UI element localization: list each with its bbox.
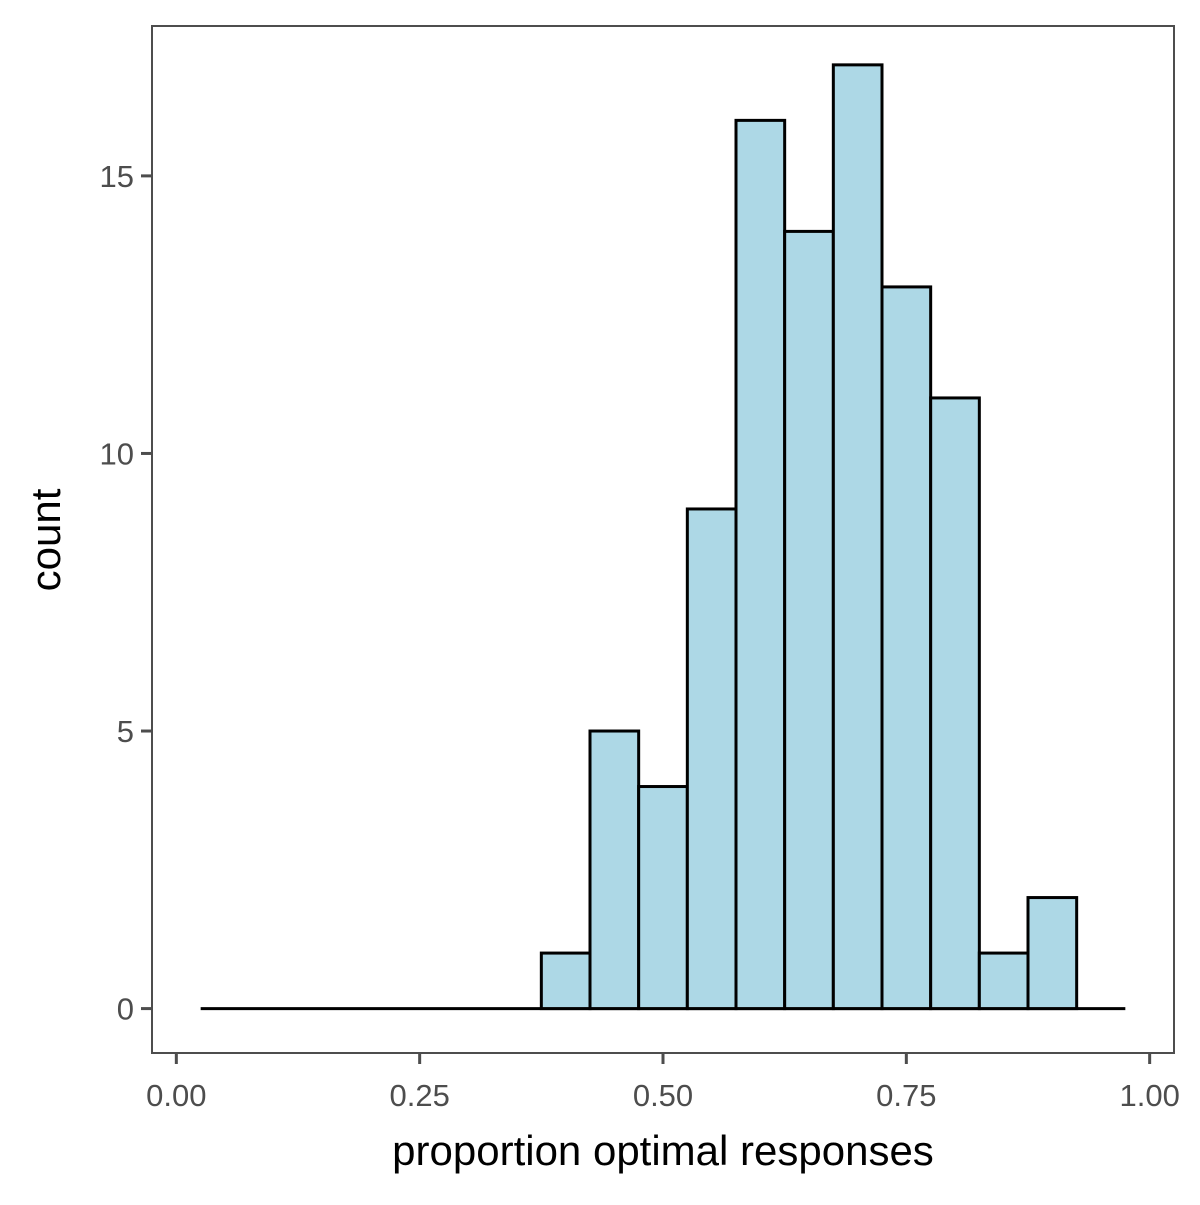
- histogram-bar: [539, 951, 592, 1011]
- histogram-bar: [977, 951, 1030, 1011]
- y-tick-label: 5: [117, 714, 134, 749]
- x-axis: 0.00 0.25 0.50 0.75 1.00: [146, 1053, 1180, 1113]
- histogram-bar: [637, 785, 689, 1011]
- histogram-bar: [831, 63, 884, 1011]
- x-tick-label: 1.00: [1119, 1078, 1179, 1113]
- x-tick-label: 0.75: [876, 1078, 936, 1113]
- x-tick-label: 0.25: [389, 1078, 449, 1113]
- histogram-bar: [1026, 896, 1079, 1011]
- y-tick-label: 10: [100, 436, 134, 471]
- histogram-bar: [588, 729, 641, 1011]
- x-axis-title: proportion optimal responses: [392, 1127, 934, 1174]
- y-tick-label: 15: [100, 159, 134, 194]
- y-tick-label: 0: [117, 992, 134, 1027]
- x-tick-label: 0.00: [146, 1078, 206, 1113]
- histogram-bar: [783, 229, 835, 1011]
- bars-layer: [200, 63, 1126, 1011]
- y-axis-title: count: [22, 488, 69, 591]
- histogram-bar: [734, 118, 787, 1011]
- histogram-bar: [929, 396, 981, 1011]
- y-axis: 0 5 10 15: [100, 159, 152, 1027]
- x-tick-label: 0.50: [633, 1078, 693, 1113]
- histogram-bar: [685, 507, 738, 1011]
- histogram-bar: [880, 285, 933, 1011]
